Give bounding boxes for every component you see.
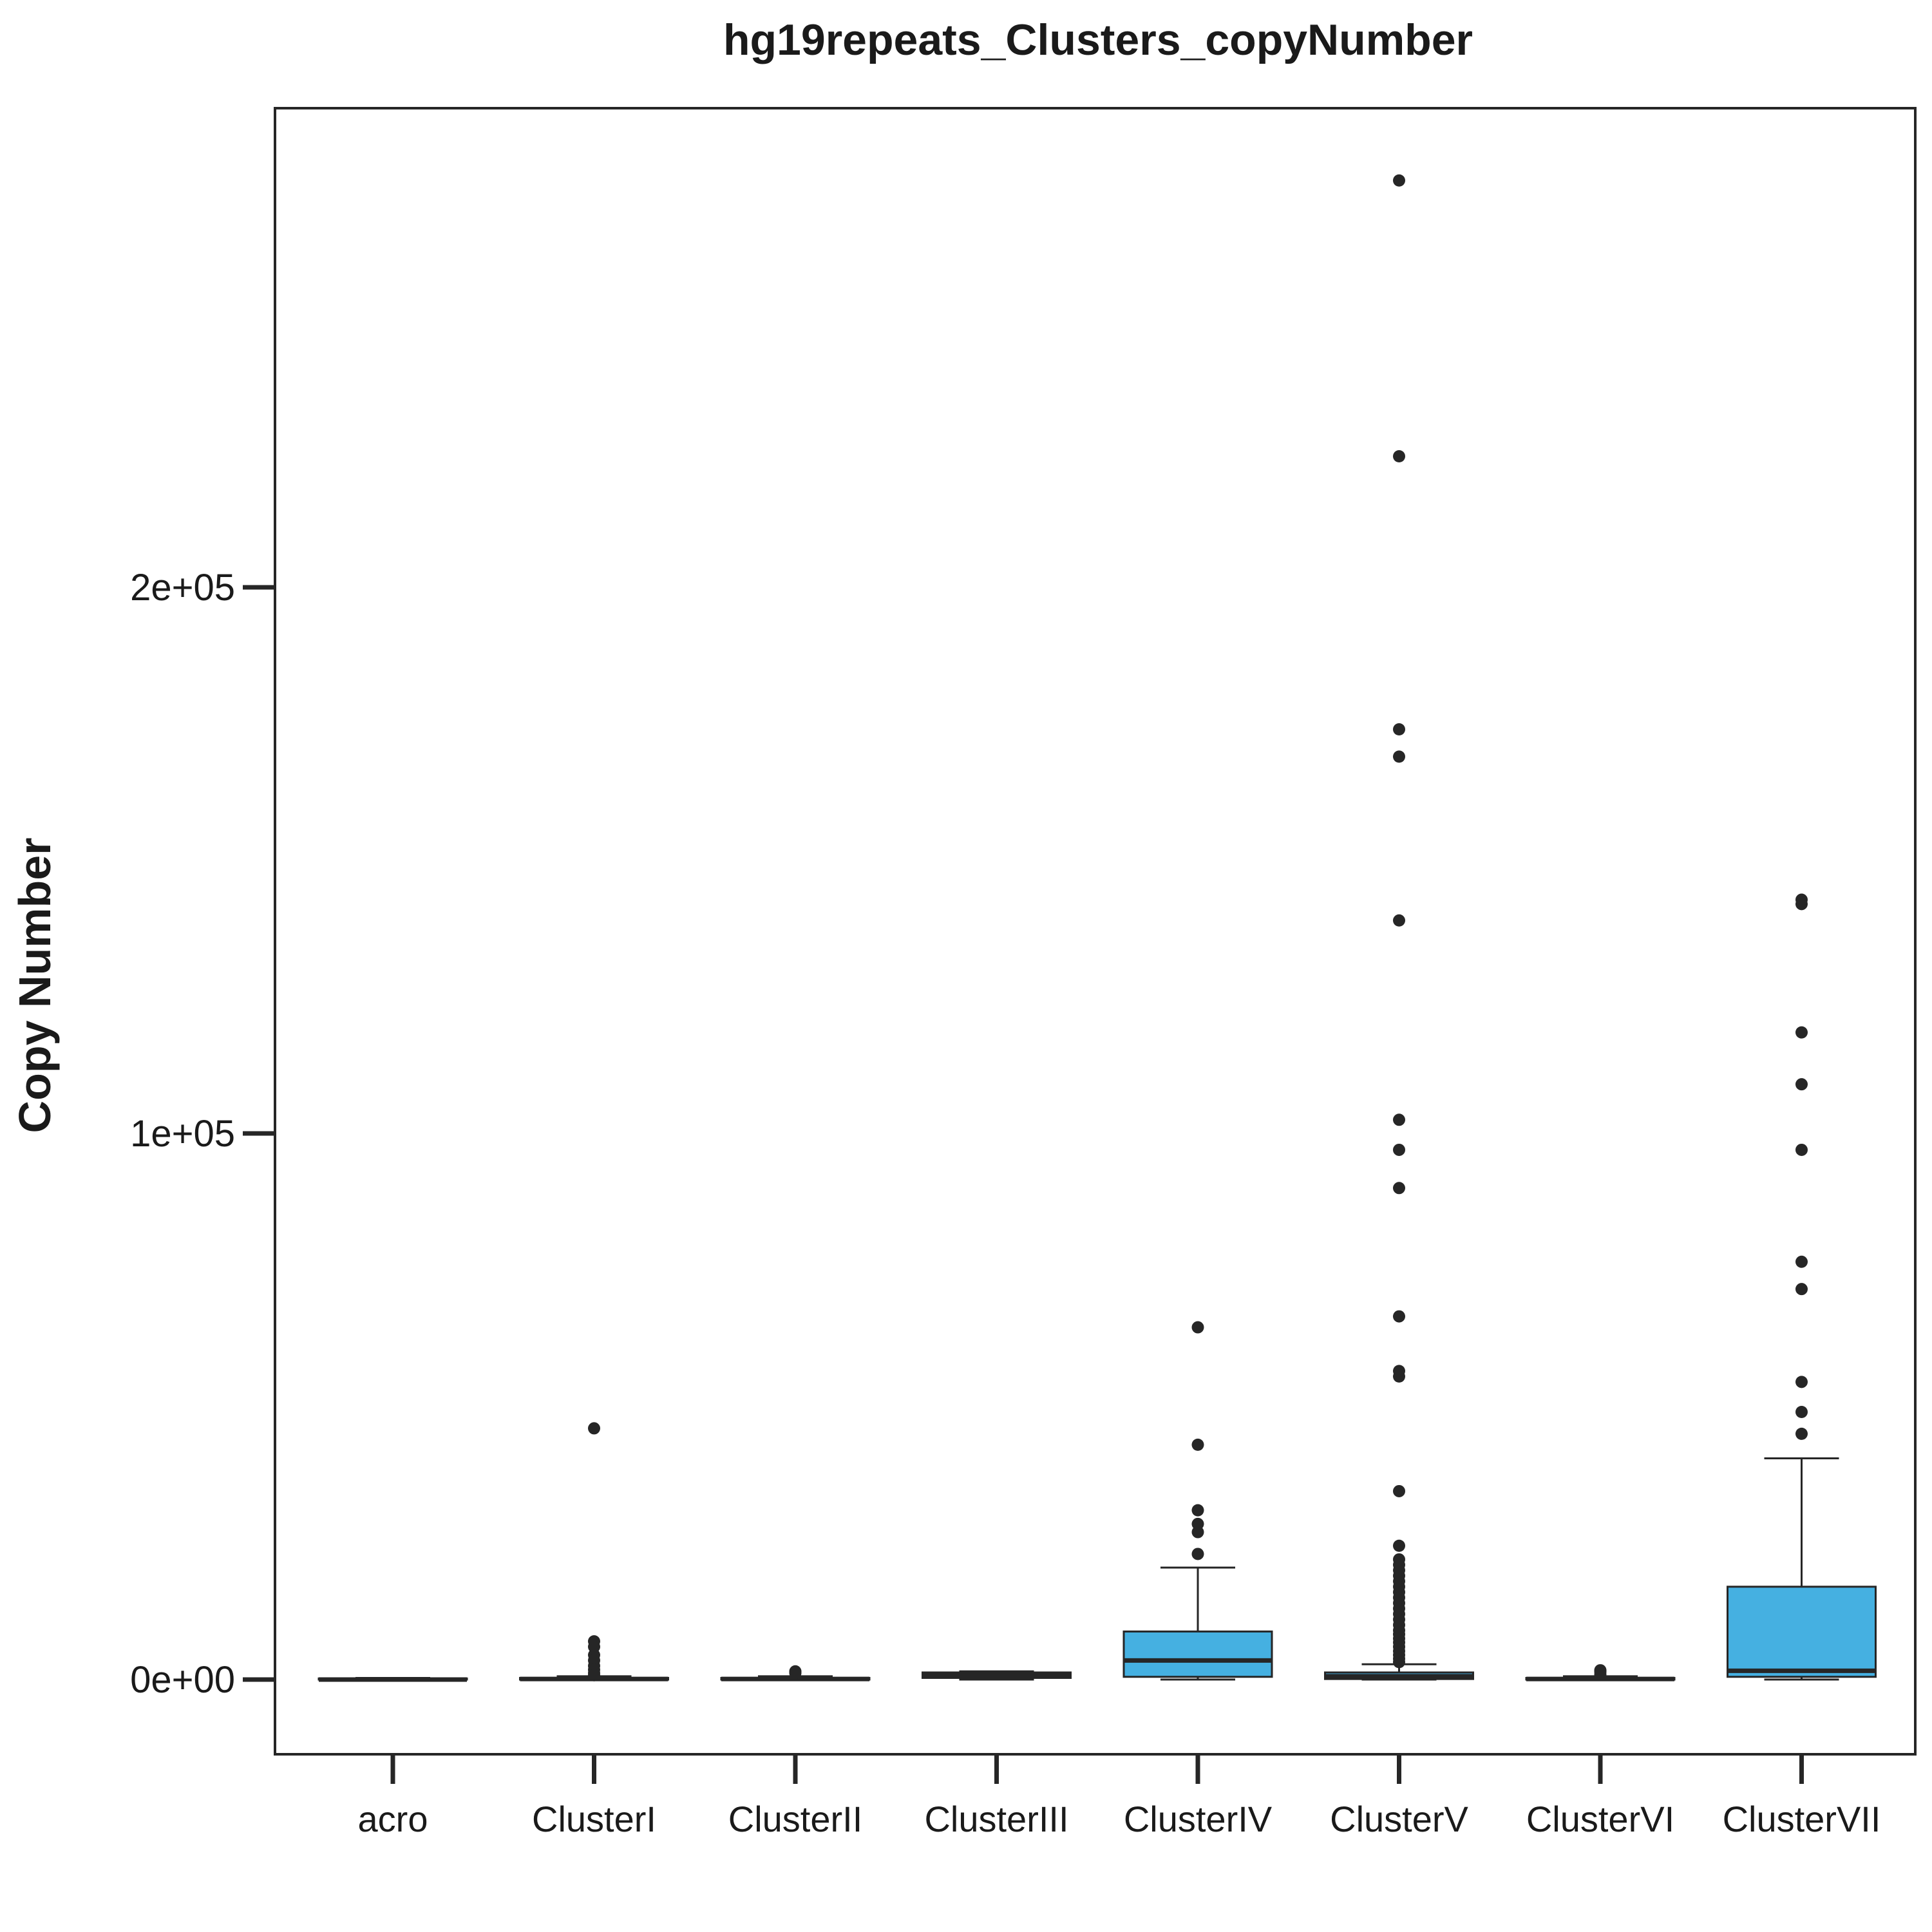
x-tick-label: ClusterI: [532, 1799, 656, 1839]
plot-panel-border: [274, 107, 1917, 1756]
x-axis: acro ClusterI ClusterII ClusterIII ClusterIV…: [358, 1754, 1881, 1839]
outlier-point: [1393, 750, 1405, 763]
outlier-point: [1393, 1113, 1405, 1126]
outlier-point: [1795, 1026, 1808, 1039]
box-group-ClusterVI: [1525, 1664, 1676, 1681]
outlier-point: [1191, 1548, 1204, 1560]
outlier-point: [1393, 914, 1405, 927]
outlier-point: [1393, 1310, 1405, 1323]
outlier-point: [1191, 1504, 1204, 1517]
y-tick-label: 2e+05: [130, 567, 235, 609]
box-group-ClusterV: [1324, 174, 1474, 1681]
box-group-ClusterI: [519, 1422, 669, 1681]
outlier-point: [1594, 1664, 1607, 1677]
outlier-point: [1393, 450, 1405, 462]
outlier-point: [1795, 1078, 1808, 1091]
outlier-point: [1795, 1283, 1808, 1296]
outlier-point: [1795, 893, 1808, 906]
box-series: [317, 174, 1877, 1682]
outlier-point: [1393, 1484, 1405, 1497]
y-axis: 0e+00 1e+05 2e+05: [130, 567, 275, 1701]
box-group-ClusterIV: [1122, 1321, 1273, 1681]
box-group-ClusterVII: [1727, 893, 1877, 1681]
x-tick-label: ClusterIV: [1124, 1799, 1273, 1839]
outlier-point: [1191, 1517, 1204, 1530]
y-tick-label: 1e+05: [130, 1113, 235, 1155]
outlier-point: [1191, 1438, 1204, 1451]
outlier-point: [588, 1422, 600, 1435]
box-iqr: [1727, 1586, 1877, 1678]
outlier-point: [1393, 723, 1405, 735]
x-tick-label: ClusterII: [728, 1799, 863, 1839]
x-tick-label: ClusterVI: [1526, 1799, 1674, 1839]
outlier-point: [1393, 1539, 1405, 1552]
outlier-point: [1393, 1182, 1405, 1195]
outlier-point: [1795, 1376, 1808, 1388]
outlier-point: [588, 1669, 600, 1681]
chart-title: hg19repeats_Clusters_copyNumber: [723, 15, 1473, 64]
box-iqr: [1122, 1630, 1273, 1678]
x-tick-label: ClusterVII: [1723, 1799, 1881, 1839]
box-group-acro: [317, 1676, 468, 1682]
x-tick-label: ClusterIII: [924, 1799, 1068, 1839]
box-group-ClusterII: [720, 1665, 871, 1681]
outlier-point: [1795, 1427, 1808, 1440]
outlier-point: [1795, 1405, 1808, 1418]
outlier-point: [1393, 1553, 1405, 1566]
y-axis-label: Copy Number: [10, 838, 60, 1133]
x-tick-label: acro: [358, 1799, 428, 1839]
outlier-point: [1191, 1321, 1204, 1334]
outlier-point: [1393, 1365, 1405, 1378]
box-group-ClusterIII: [922, 1670, 1072, 1681]
x-tick-label: ClusterV: [1330, 1799, 1468, 1839]
outlier-point: [1393, 174, 1405, 187]
y-tick-label: 0e+00: [130, 1659, 235, 1701]
outlier-point: [1795, 1255, 1808, 1268]
outlier-point: [789, 1665, 802, 1678]
outlier-point: [1393, 1143, 1405, 1156]
outlier-point: [1795, 1143, 1808, 1156]
